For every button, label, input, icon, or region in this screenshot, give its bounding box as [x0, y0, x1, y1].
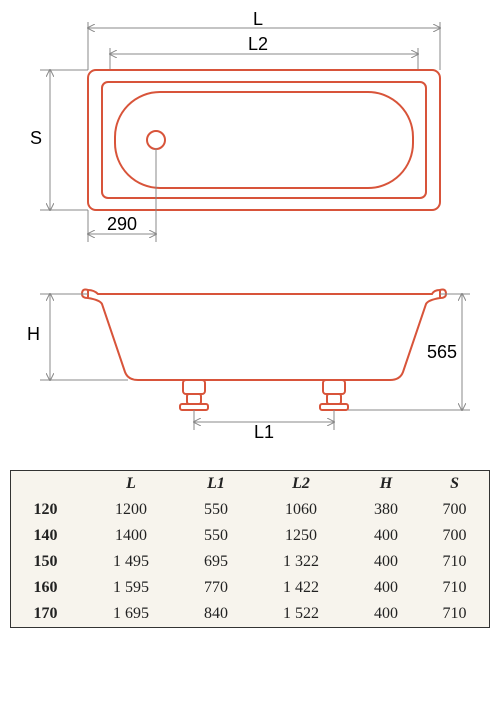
foot-right: [320, 380, 348, 410]
bathtub-drawing: L L2 S 290: [10, 10, 490, 440]
dimensions-table: L L1 L2 H S 120 1200 550 1060 380 700 14…: [10, 470, 490, 628]
table-row: 150 1 495 695 1 322 400 710: [11, 549, 490, 575]
label-L: L: [253, 10, 263, 29]
col-model: [11, 471, 80, 498]
label-L2: L2: [248, 34, 268, 54]
col-L: L: [80, 471, 182, 498]
table-header-row: L L1 L2 H S: [11, 471, 490, 498]
diagram-area: L L2 S 290: [10, 10, 490, 440]
label-565: 565: [427, 342, 457, 362]
table-row: 140 1400 550 1250 400 700: [11, 523, 490, 549]
col-L1: L1: [182, 471, 250, 498]
table-row: 170 1 695 840 1 522 400 710: [11, 601, 490, 628]
col-H: H: [352, 471, 420, 498]
label-290: 290: [107, 214, 137, 234]
table-row: 160 1 595 770 1 422 400 710: [11, 575, 490, 601]
col-L2: L2: [250, 471, 352, 498]
label-L1: L1: [254, 422, 274, 440]
label-H: H: [27, 324, 40, 344]
foot-left: [180, 380, 208, 410]
col-S: S: [420, 471, 489, 498]
table-row: 120 1200 550 1060 380 700: [11, 497, 490, 523]
label-S: S: [30, 128, 42, 148]
